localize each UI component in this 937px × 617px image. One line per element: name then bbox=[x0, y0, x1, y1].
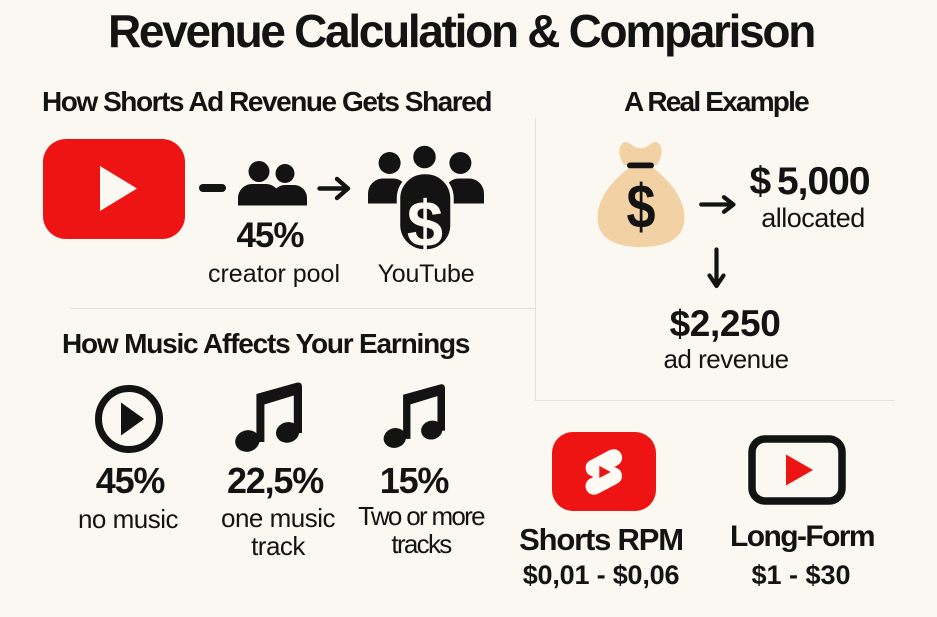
svg-text:$: $ bbox=[627, 173, 656, 242]
svg-text:$: $ bbox=[407, 187, 443, 254]
